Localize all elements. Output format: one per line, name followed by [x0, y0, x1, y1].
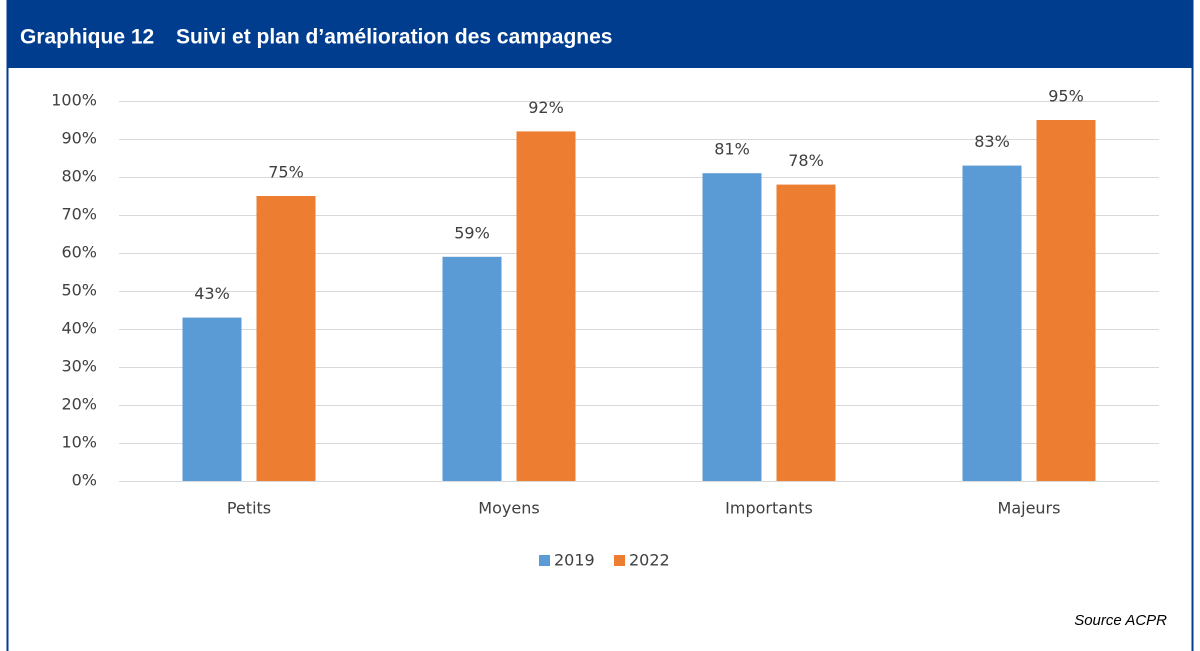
figure-label: Graphique 12 [20, 26, 154, 49]
y-tick-label: 20% [61, 395, 97, 414]
data-label: 81% [714, 140, 750, 159]
y-tick-label: 40% [61, 319, 97, 338]
y-tick-label: 30% [61, 357, 97, 376]
legend-swatch [614, 555, 625, 566]
y-tick-label: 90% [61, 129, 97, 148]
y-tick-label: 80% [61, 167, 97, 186]
x-tick-label: Majeurs [998, 499, 1061, 518]
x-tick-label: Importants [725, 499, 813, 518]
header-bar [7, 0, 1193, 68]
y-tick-label: 60% [61, 243, 97, 262]
bar [442, 256, 502, 481]
legend-swatch [539, 555, 550, 566]
data-label: 43% [194, 284, 230, 303]
source: Source ACPR [1074, 612, 1167, 629]
data-label: 78% [788, 151, 824, 170]
bar [516, 131, 576, 481]
data-label: 83% [974, 132, 1010, 151]
y-tick-label: 0% [72, 471, 97, 490]
chart-title: Suivi et plan d’amélioration des campagn… [176, 26, 612, 49]
y-tick-label: 100% [51, 91, 97, 110]
bar [962, 165, 1022, 481]
bar [1036, 120, 1096, 481]
x-tick-label: Moyens [478, 499, 539, 518]
bar [256, 196, 316, 481]
legend-label: 2022 [629, 551, 670, 570]
bar [702, 173, 762, 481]
data-label: 92% [528, 98, 564, 117]
y-tick-label: 10% [61, 433, 97, 452]
bar [182, 317, 242, 481]
bar [776, 184, 836, 481]
y-tick-label: 70% [61, 205, 97, 224]
legend-label: 2019 [554, 551, 595, 570]
data-label: 75% [268, 163, 304, 182]
data-label: 95% [1048, 87, 1084, 106]
data-label: 59% [454, 223, 490, 242]
x-tick-label: Petits [227, 499, 271, 518]
y-tick-label: 50% [61, 281, 97, 300]
